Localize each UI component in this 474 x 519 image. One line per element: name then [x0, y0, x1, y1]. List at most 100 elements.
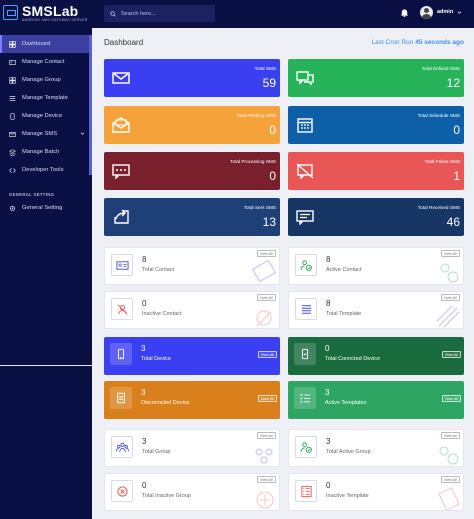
people-group-icon — [115, 442, 129, 452]
search-box — [104, 5, 215, 22]
sidebar-item-manage-contact[interactable]: Manage Contact — [0, 53, 92, 71]
view-all-link[interactable]: View All — [257, 351, 277, 358]
group-icon — [9, 76, 16, 84]
stat-label: Total Failed SMS — [424, 159, 460, 164]
summary-card-total-inactive-group[interactable]: 0 Total Inactive Group View All — [104, 473, 280, 511]
calendar-icon — [297, 118, 313, 133]
checklist-icon — [300, 393, 311, 403]
view-all-link[interactable]: View All — [256, 250, 276, 257]
user-slash-icon — [256, 310, 272, 327]
summary-value: 8 — [326, 299, 331, 308]
summary-value: 8 — [326, 255, 331, 264]
view-all-link[interactable]: View All — [440, 250, 460, 257]
summary-label: Active Contact — [326, 267, 362, 273]
summary-label: Total Active Group — [326, 449, 371, 455]
summary-value: 3 — [141, 388, 146, 397]
view-all-link[interactable]: View All — [441, 395, 461, 402]
sidebar-item-label: General Setting — [22, 205, 63, 211]
summary-card-active-templates[interactable]: 3 Active Templates View All — [288, 381, 464, 419]
stat-card-total-received-sms[interactable]: Total Received SMS 46 — [288, 198, 464, 236]
icon-box — [294, 387, 316, 409]
lines-icon — [301, 304, 311, 314]
summary-card-active-contact[interactable]: 8 Active Contact View All — [288, 247, 464, 285]
stat-value: 1 — [453, 169, 460, 183]
user-name[interactable]: admin — [437, 9, 454, 15]
summary-card-total-device[interactable]: 3 Total Device View All — [104, 337, 280, 375]
sidebar-item-dashboard[interactable]: Dashboard — [0, 35, 92, 53]
summary-card-inactive-template[interactable]: 0 Inactive Template View All — [288, 473, 464, 511]
chevron-down-icon[interactable] — [457, 10, 462, 15]
stat-card-total-processing-sms[interactable]: Total Processing SMS 0 — [104, 152, 280, 190]
user-check-icon — [440, 263, 459, 283]
summary-label: Active Templates — [325, 400, 367, 406]
summary-card-total-connected-device[interactable]: 0 Total Conncted Device View All — [288, 337, 464, 375]
sidebar-item-manage-sms[interactable]: Manage SMS — [0, 125, 92, 143]
cron-status: Last Cron Run 45 seconds ago — [371, 39, 464, 46]
stat-card-total-failed-sms[interactable]: Total Failed SMS 1 — [288, 152, 464, 190]
view-all-link[interactable]: View All — [440, 432, 460, 439]
template-icon — [9, 95, 16, 102]
summary-card-disconnected-device[interactable]: 3 Disconncted Device View All — [104, 381, 280, 419]
brand-logo[interactable]: SMSLab ANDROID SMS GATEWAY SERVER — [3, 3, 89, 25]
stat-value: 46 — [446, 215, 460, 229]
sidebar-scrollbar[interactable] — [89, 35, 92, 175]
icon-box — [295, 254, 317, 276]
icon-box — [295, 480, 317, 502]
sidebar-item-label: Manage Device — [22, 113, 63, 119]
view-all-link[interactable]: View All — [256, 476, 276, 483]
cron-value: 45 seconds ago — [415, 39, 464, 46]
stat-card-total-pending-sms[interactable]: Total Pending SMS 0 — [104, 106, 280, 144]
people-group-icon — [255, 448, 273, 464]
view-all-link[interactable]: View All — [441, 351, 461, 358]
template-list-icon — [438, 487, 460, 510]
sidebar-item-manage-group[interactable]: Manage Group — [0, 71, 92, 89]
sidebar: SMSLab ANDROID SMS GATEWAY SERVER Dashbo… — [0, 0, 92, 519]
open-envelope-icon — [112, 117, 130, 133]
bell-icon[interactable] — [400, 8, 409, 17]
contact-icon — [9, 59, 16, 66]
stat-card-total-sms[interactable]: Total SMS 59 — [104, 59, 280, 97]
sidebar-item-developer-tools[interactable]: Developer Tools — [0, 161, 92, 179]
brand-subtitle: ANDROID SMS GATEWAY SERVER — [22, 18, 88, 22]
people-check-icon — [299, 441, 312, 453]
topbar: admin — [92, 0, 474, 28]
sidebar-item-manage-template[interactable]: Manage Template — [0, 89, 92, 107]
view-all-link[interactable]: View All — [256, 294, 276, 301]
summary-card-total-active-group[interactable]: 3 Total Active Group View All — [288, 429, 464, 467]
summary-label: Total Template — [326, 311, 362, 317]
stat-card-total-sent-sms[interactable]: Total Sent SMS 13 — [104, 198, 280, 236]
stat-card-total-delivered-sms[interactable]: Total Delived SMS 12 — [288, 59, 464, 97]
sms-icon — [9, 131, 16, 138]
view-all-link[interactable]: View All — [440, 294, 460, 301]
view-all-link[interactable]: View All — [257, 395, 277, 402]
stat-label: Total SMS — [254, 66, 276, 71]
summary-card-total-group[interactable]: 3 Total Group View All — [104, 429, 280, 467]
sidebar-item-label: Manage Contact — [22, 59, 65, 65]
device-check-icon — [301, 348, 309, 360]
sidebar-item-manage-batch[interactable]: Manage Batch — [0, 143, 92, 161]
summary-label: Total Inactive Group — [142, 493, 191, 499]
summary-card-total-contact[interactable]: 8 Total Contact View All — [104, 247, 280, 285]
sidebar-item-manage-device[interactable]: Manage Device — [0, 107, 92, 125]
cron-label: Last Cron Run — [371, 39, 414, 46]
stat-card-total-schedule-sms[interactable]: Total Schedule SMS 0 — [288, 106, 464, 144]
icon-box — [295, 436, 317, 458]
sidebar-item-general-setting[interactable]: General Setting — [0, 199, 92, 217]
summary-card-inactive-contact[interactable]: 0 Inactive Contact View All — [104, 291, 280, 329]
stat-label: Total Processing SMS — [230, 159, 276, 164]
sidebar-item-label: Developer Tools — [22, 167, 64, 173]
sidebar-nav: Dashboard Manage Contact Manage Group Ma… — [0, 35, 92, 217]
avatar[interactable] — [420, 6, 433, 19]
device-icon — [9, 112, 16, 120]
summary-value: 0 — [326, 481, 331, 490]
view-all-link[interactable]: View All — [440, 476, 460, 483]
batch-icon — [9, 148, 16, 156]
sidebar-item-label: Manage SMS — [22, 131, 58, 137]
view-all-link[interactable]: View All — [256, 432, 276, 439]
people-check-icon — [439, 446, 459, 465]
id-card-icon — [115, 260, 129, 270]
search-input[interactable] — [121, 10, 211, 17]
summary-label: Disconncted Device — [141, 400, 190, 406]
summary-card-total-template[interactable]: 8 Total Template View All — [288, 291, 464, 329]
icon-box — [294, 343, 316, 365]
